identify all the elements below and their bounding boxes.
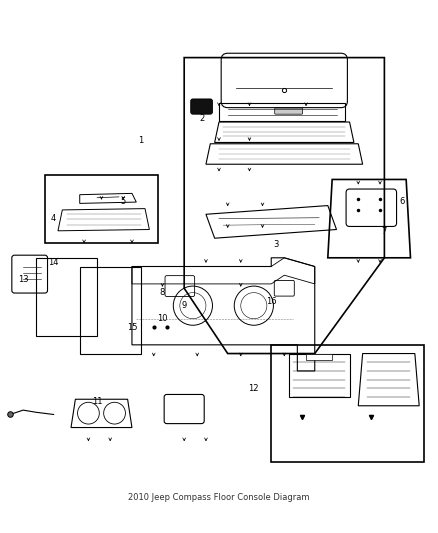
Text: 2010 Jeep Compass Floor Console Diagram: 2010 Jeep Compass Floor Console Diagram xyxy=(128,493,310,502)
Text: 4: 4 xyxy=(51,214,56,223)
Text: 1: 1 xyxy=(138,136,143,145)
Text: 16: 16 xyxy=(266,297,276,306)
Text: 2: 2 xyxy=(199,114,204,123)
Text: 3: 3 xyxy=(273,240,278,249)
Text: 5: 5 xyxy=(120,197,126,206)
FancyBboxPatch shape xyxy=(191,99,212,114)
Text: 12: 12 xyxy=(249,384,259,393)
Text: 14: 14 xyxy=(48,257,59,266)
Polygon shape xyxy=(306,353,332,360)
FancyBboxPatch shape xyxy=(275,108,303,114)
Text: 15: 15 xyxy=(127,323,137,332)
Text: 11: 11 xyxy=(92,397,102,406)
Text: 6: 6 xyxy=(399,197,404,206)
Text: 7: 7 xyxy=(381,227,387,236)
Text: 8: 8 xyxy=(160,288,165,297)
Text: 13: 13 xyxy=(18,275,28,284)
Text: 10: 10 xyxy=(157,314,168,323)
Text: 9: 9 xyxy=(182,301,187,310)
